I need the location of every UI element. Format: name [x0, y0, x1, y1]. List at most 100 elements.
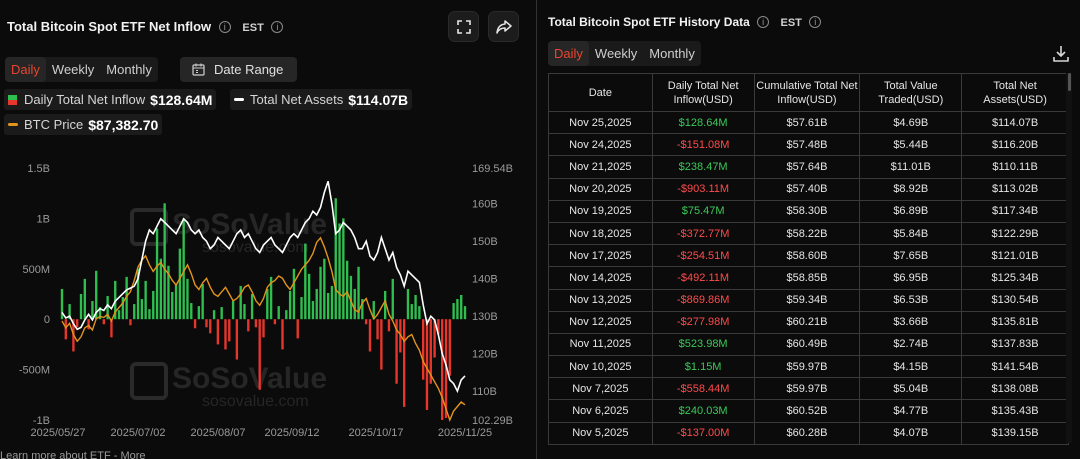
inflow-bar: [269, 276, 273, 320]
column-header-net-assets[interactable]: Total Net Assets(USD): [961, 73, 1069, 112]
cell-date: Nov 25,2025: [548, 110, 653, 135]
column-header-date[interactable]: Date: [548, 73, 653, 112]
cell-cumulative-inflow: $57.64B: [753, 155, 861, 179]
inflow-legend-swatch: [8, 94, 17, 105]
period-tabs: Daily Weekly Monthly: [5, 57, 158, 82]
right-axis-tick-label: 120B: [472, 349, 498, 361]
share-button[interactable]: [488, 11, 519, 42]
cell-daily-inflow: $240.03M: [651, 399, 755, 423]
inflow-bar: [144, 280, 147, 320]
inflow-bar: [163, 203, 166, 320]
timezone-info-icon[interactable]: i: [809, 16, 822, 28]
legend-price-value: $87,382.70: [88, 116, 159, 133]
inflow-bar: [285, 310, 288, 320]
inflow-bar: [311, 301, 315, 320]
inflow-bar: [406, 288, 410, 320]
cell-daily-inflow: -$903.11M: [651, 177, 755, 201]
date-range-button[interactable]: Date Range: [180, 57, 297, 82]
cell-date: Nov 21,2025: [548, 155, 653, 179]
download-icon[interactable]: [1051, 44, 1071, 64]
column-header-daily-inflow[interactable]: Daily Total Net Inflow(USD): [651, 73, 755, 112]
inflow-bar: [296, 319, 299, 339]
cell-cumulative-inflow: $58.30B: [753, 199, 861, 223]
tab-weekly[interactable]: Weekly: [594, 46, 638, 61]
inflow-chart[interactable]: SoSoValuesosovalue.comSoSoValuesosovalue…: [0, 155, 530, 450]
table-row: Nov 24,2025 -$151.08M $57.48B $5.44B $116.20…: [548, 133, 1069, 157]
inflow-bar: [345, 260, 349, 320]
table-scrollbar-thumb[interactable]: [1068, 73, 1071, 91]
fullscreen-button[interactable]: [448, 11, 479, 42]
table-row: Nov 14,2025 -$492.11M $58.85B $6.95B $125.34…: [548, 266, 1069, 290]
total-net-assets-line: [61, 181, 466, 394]
cell-value-traded: $2.74B: [859, 332, 963, 357]
tab-daily[interactable]: Daily: [5, 57, 46, 82]
inflow-bar: [186, 278, 189, 320]
inflow-bar: [353, 288, 356, 320]
inflow-bar: [133, 304, 136, 320]
inflow-bar: [323, 258, 326, 320]
tab-weekly[interactable]: Weekly: [51, 62, 95, 77]
cell-cumulative-inflow: $60.21B: [753, 310, 861, 334]
column-header-value-traded[interactable]: Total Value Traded(USD): [859, 73, 963, 112]
left-axis-tick-label: 1.5B: [27, 163, 50, 175]
legend-assets-value: $114.07B: [348, 91, 409, 108]
info-icon[interactable]: i: [218, 21, 231, 33]
inflow-bar: [148, 309, 151, 320]
tab-daily[interactable]: Daily: [548, 41, 589, 66]
date-range-label: Date Range: [214, 62, 284, 77]
cell-net-assets: $125.34B: [961, 266, 1069, 290]
inflow-bar: [121, 297, 125, 320]
cell-value-traded: $4.77B: [859, 399, 963, 423]
left-axis-tick-label: -1B: [33, 415, 50, 427]
cell-cumulative-inflow: $59.97B: [753, 377, 861, 401]
inflow-bar: [228, 319, 231, 342]
tab-monthly[interactable]: Monthly: [649, 46, 695, 61]
info-icon[interactable]: i: [757, 16, 770, 28]
tab-monthly[interactable]: Monthly: [106, 62, 152, 77]
inflow-bar: [395, 319, 398, 384]
inflow-bar: [136, 268, 140, 320]
cell-value-traded: $5.44B: [859, 133, 963, 157]
chart-title-text: Total Bitcoin Spot ETF Net Inflow: [7, 19, 212, 34]
inflow-bar: [117, 310, 121, 320]
inflow-bar: [174, 283, 178, 320]
table-header-row: Date Daily Total Net Inflow(USD) Cumulat…: [548, 73, 1069, 112]
inflow-bar: [231, 301, 235, 320]
cell-daily-inflow: -$277.98M: [651, 310, 755, 334]
cell-date: Nov 24,2025: [548, 133, 653, 157]
legend-inflow[interactable]: Daily Total Net Inflow $128.64M: [4, 89, 217, 110]
inflow-bar: [376, 319, 379, 340]
table-row: Nov 19,2025 $75.47M $58.30B $6.89B $117.34B: [548, 199, 1069, 223]
right-axis-tick-label: 140B: [472, 274, 498, 286]
table-scrollbar[interactable]: [1066, 73, 1072, 443]
cell-daily-inflow: $128.64M: [651, 110, 755, 135]
cell-value-traded: $6.89B: [859, 199, 963, 223]
inflow-bar: [334, 198, 337, 320]
column-header-cumulative-inflow[interactable]: Cumulative Total Net Inflow(USD): [753, 73, 861, 112]
assets-legend-swatch: [234, 98, 244, 101]
table-row: Nov 10,2025 $1.15M $59.97B $4.15B $141.54B: [548, 355, 1069, 379]
timezone-info-icon[interactable]: i: [271, 21, 284, 33]
inflow-bar: [391, 278, 394, 320]
inflow-bar: [288, 290, 292, 320]
cell-daily-inflow: -$492.11M: [651, 266, 755, 290]
inflow-bar: [277, 306, 280, 320]
inflow-bar: [102, 319, 105, 325]
cell-value-traded: $6.95B: [859, 266, 963, 290]
inflow-bar: [235, 319, 239, 360]
legend-assets[interactable]: Total Net Assets $114.07B: [230, 89, 413, 110]
learn-more-link[interactable]: Learn more about ETF - More: [0, 450, 146, 459]
cell-daily-inflow: -$151.08M: [651, 133, 755, 157]
cell-cumulative-inflow: $59.34B: [753, 288, 861, 312]
inflow-bar: [125, 276, 128, 320]
watermark-logo: [130, 208, 168, 246]
legend-inflow-value: $128.64M: [150, 91, 213, 108]
table-row: Nov 17,2025 -$254.51M $58.60B $7.65B $121.01…: [548, 244, 1069, 268]
inflow-chart-panel: Total Bitcoin Spot ETF Net Inflow i EST …: [0, 0, 530, 459]
inflow-bar: [364, 319, 368, 325]
cell-date: Nov 11,2025: [548, 332, 653, 357]
inflow-bar: [167, 265, 170, 320]
x-axis-tick-label: 2025/07/02: [110, 427, 165, 439]
inflow-bar: [300, 297, 303, 320]
legend-price[interactable]: BTC Price $87,382.70: [4, 114, 163, 135]
